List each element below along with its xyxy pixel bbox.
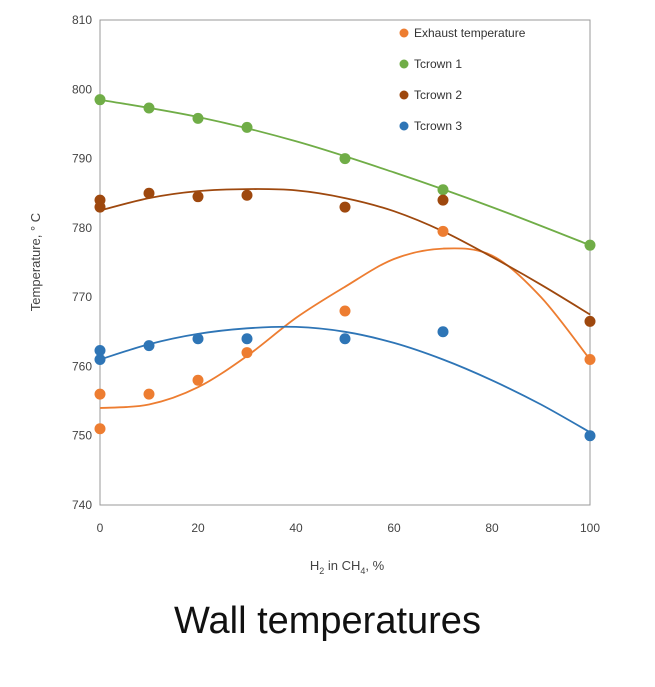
data-point-exhaust-temperature bbox=[192, 374, 204, 386]
y-tick-label: 740 bbox=[72, 498, 92, 512]
data-point-tcrown-3 bbox=[584, 430, 596, 442]
data-point-tcrown-3 bbox=[241, 333, 253, 345]
x-label-part-mid: in CH bbox=[324, 558, 360, 573]
data-point-exhaust-temperature bbox=[94, 388, 106, 400]
y-tick-label: 800 bbox=[72, 82, 92, 96]
data-point-tcrown-3 bbox=[94, 344, 106, 356]
legend-marker-tcrown-1 bbox=[399, 59, 409, 69]
x-tick-label: 0 bbox=[97, 521, 104, 535]
data-point-tcrown-3 bbox=[143, 340, 155, 352]
data-point-tcrown-1 bbox=[143, 102, 155, 114]
x-axis-ticks: 0 20 40 60 80 100 bbox=[97, 521, 601, 535]
x-tick-label: 100 bbox=[580, 521, 600, 535]
x-axis-label: H2 in CH4, % bbox=[310, 558, 385, 576]
legend: Exhaust temperature Tcrown 1 Tcrown 2 Tcrow… bbox=[399, 26, 526, 133]
data-point-exhaust-temperature bbox=[584, 354, 596, 365]
x-label-part-h: H bbox=[310, 558, 319, 573]
y-tick-label: 810 bbox=[72, 13, 92, 27]
data-point-tcrown-2 bbox=[339, 201, 351, 213]
x-tick-label: 40 bbox=[289, 521, 303, 535]
legend-marker-exhaust-temperature bbox=[399, 28, 409, 38]
chart: 740 750 760 770 780 790 800 810 0 20 40 60 80 100 Ex… bbox=[28, 13, 601, 576]
data-point-exhaust-temperature bbox=[143, 388, 155, 400]
legend-marker-tcrown-2 bbox=[399, 90, 409, 100]
data-point-tcrown-2 bbox=[437, 194, 449, 206]
x-tick-label: 60 bbox=[387, 521, 401, 535]
y-tick-label: 790 bbox=[72, 152, 92, 166]
y-tick-label: 750 bbox=[72, 429, 92, 443]
data-point-tcrown-2 bbox=[143, 187, 155, 199]
trend-line-tcrown-3 bbox=[99, 325, 591, 434]
data-point-exhaust-temperature bbox=[339, 305, 351, 317]
data-point-tcrown-3 bbox=[339, 333, 351, 345]
x-label-part-tail: , % bbox=[365, 558, 384, 573]
y-tick-label: 770 bbox=[72, 290, 92, 304]
y-axis-label: Temperature, ° C bbox=[28, 213, 43, 311]
x-label-sub-4: 4 bbox=[360, 566, 365, 576]
data-point-tcrown-1 bbox=[241, 121, 253, 133]
data-point-exhaust-temperature bbox=[94, 423, 106, 435]
x-tick-label: 80 bbox=[485, 521, 499, 535]
y-axis-ticks: 740 750 760 770 780 790 800 810 bbox=[72, 13, 92, 512]
data-point-tcrown-1 bbox=[584, 239, 596, 251]
data-point-exhaust-temperature bbox=[437, 225, 449, 237]
data-point-tcrown-2 bbox=[241, 189, 253, 201]
x-label-sub-2: 2 bbox=[319, 566, 324, 576]
trend-line-tcrown-2 bbox=[99, 188, 591, 316]
data-point-tcrown-2 bbox=[192, 191, 204, 203]
y-tick-label: 760 bbox=[72, 359, 92, 373]
legend-label-tcrown-2: Tcrown 2 bbox=[414, 88, 462, 102]
trend-line-exhaust-temperature bbox=[99, 247, 591, 409]
data-point-tcrown-3 bbox=[437, 326, 449, 338]
figure-caption: Wall temperatures bbox=[174, 600, 481, 642]
data-points bbox=[94, 94, 596, 442]
x-tick-label: 20 bbox=[191, 521, 205, 535]
data-point-exhaust-temperature bbox=[241, 347, 253, 359]
data-point-tcrown-2 bbox=[584, 315, 596, 327]
legend-label-tcrown-3: Tcrown 3 bbox=[414, 119, 462, 133]
legend-marker-tcrown-3 bbox=[399, 121, 409, 131]
data-point-tcrown-1 bbox=[437, 184, 449, 196]
data-point-tcrown-2 bbox=[94, 201, 106, 213]
data-point-tcrown-1 bbox=[192, 112, 204, 124]
legend-label-tcrown-1: Tcrown 1 bbox=[414, 57, 462, 71]
data-point-tcrown-1 bbox=[94, 94, 106, 106]
y-tick-label: 780 bbox=[72, 221, 92, 235]
plot-area bbox=[99, 19, 591, 506]
legend-label-exhaust-temperature: Exhaust temperature bbox=[414, 26, 526, 40]
data-point-tcrown-3 bbox=[94, 354, 106, 365]
data-point-tcrown-1 bbox=[339, 153, 351, 165]
data-point-tcrown-3 bbox=[192, 333, 204, 345]
